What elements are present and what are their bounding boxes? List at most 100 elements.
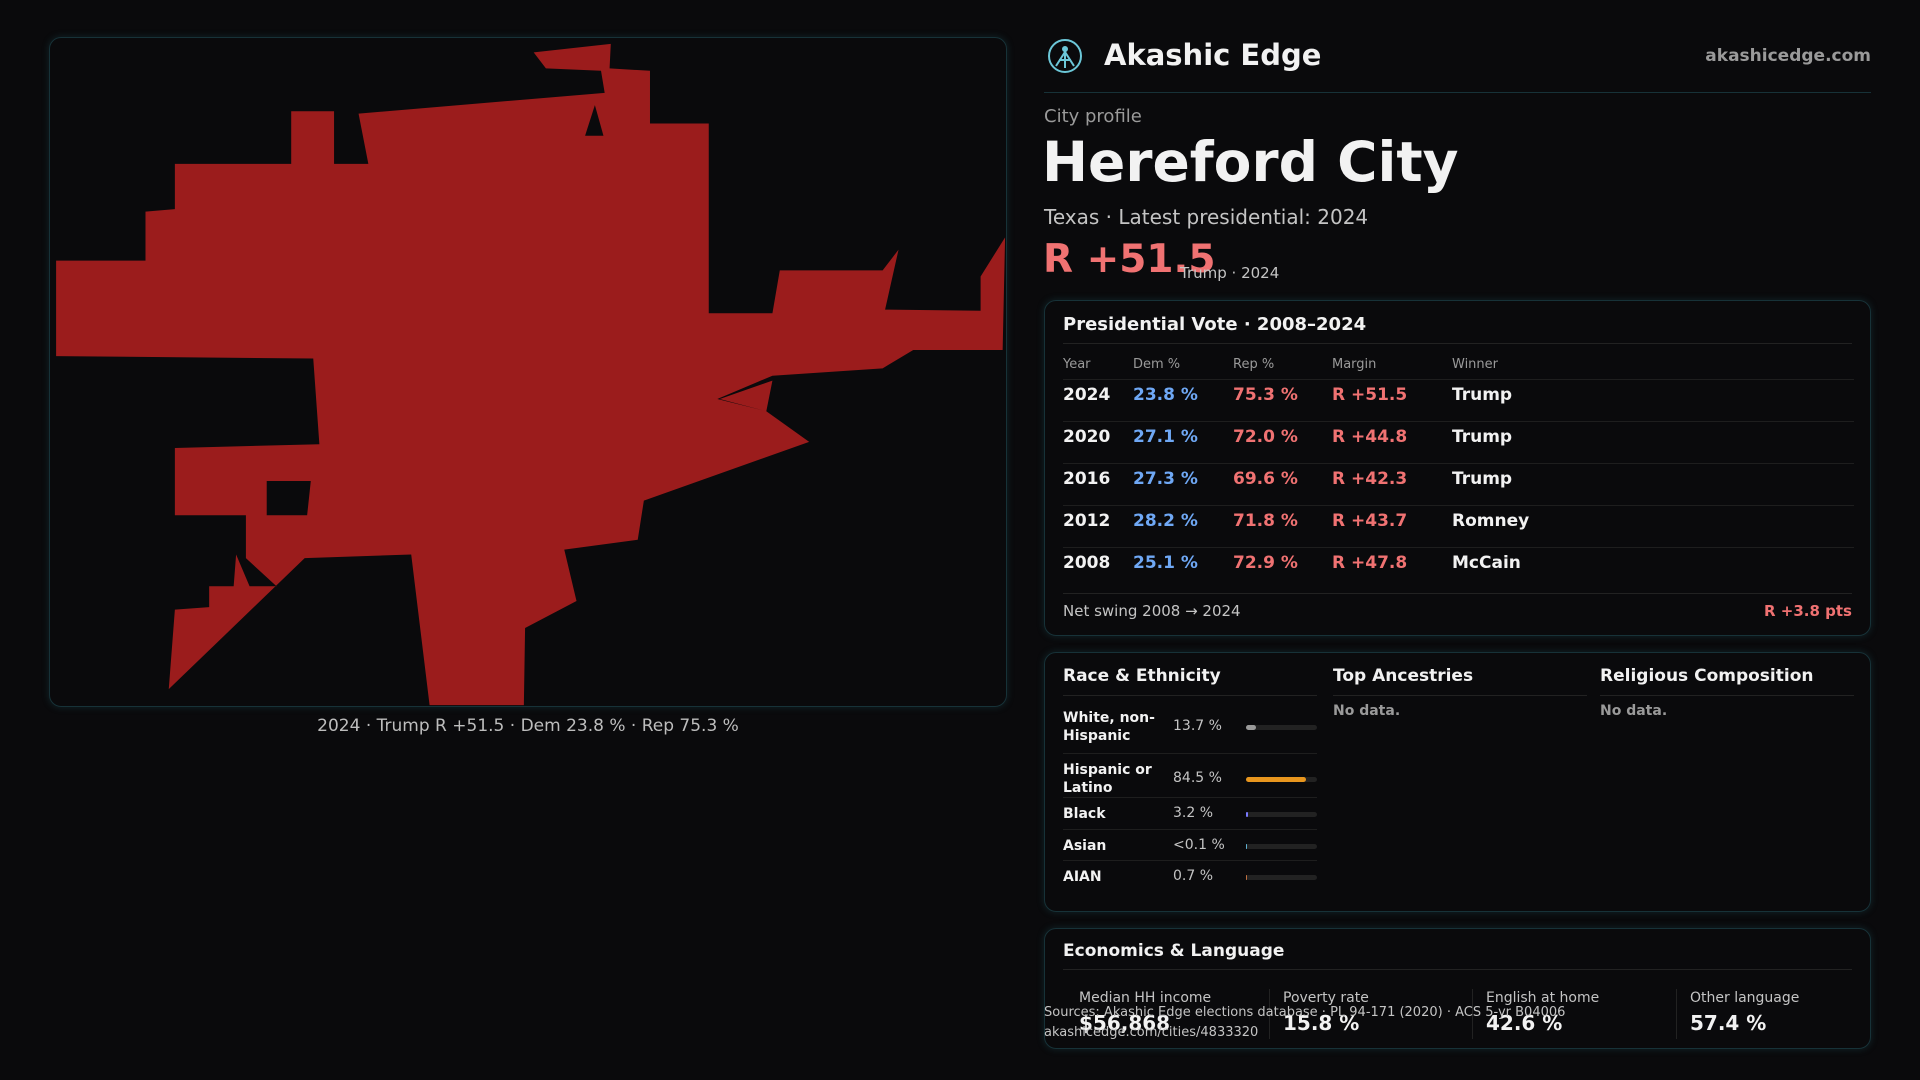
economics-panel: Economics & Language Median HH income $56… [1044,928,1871,1049]
cell: 28.2 % [1133,511,1198,531]
cell: Trump [1452,469,1513,489]
cell: R +44.8 [1332,427,1408,447]
cell: McCain [1452,553,1521,573]
cell: 23.8 % [1133,385,1198,405]
cell: 27.3 % [1133,469,1198,489]
panel-title: Presidential Vote · 2008–2024 [1063,314,1367,335]
race-value: <0.1 % [1173,837,1225,853]
subtitle: Texas · Latest presidential: 2024 [1044,205,1369,229]
cell: 2020 [1063,427,1111,447]
stat-label: Median HH income [1079,990,1212,1006]
map [56,43,1006,706]
stat-label: Other language [1690,990,1800,1006]
bar-track [1246,875,1317,880]
stat-value: 15.8 % [1283,1011,1360,1035]
column-header: Rep % [1233,357,1275,372]
cell: Romney [1452,511,1530,531]
row-divider [1063,505,1854,506]
column-header: Margin [1332,357,1377,372]
race-value: 0.7 % [1173,868,1214,884]
swing-label: Net swing 2008 → 2024 [1063,602,1241,620]
bar-track [1246,844,1317,849]
race-bar [1246,844,1247,849]
margin: R +51.5 [1043,237,1216,282]
cell: R +47.8 [1332,553,1408,573]
cell: Trump [1452,385,1513,405]
panel-title: Top Ancestries [1333,666,1474,686]
divider [1333,695,1587,696]
race-value: 3.2 % [1173,805,1214,821]
race-bar [1246,812,1249,817]
swing-value: R +3.8 pts [1764,602,1852,620]
race-label: White, non-Hispanic [1063,710,1155,744]
row-divider [1063,463,1854,464]
panel-title: Race & Ethnicity [1063,666,1221,686]
race-label: Hispanic or Latino [1063,762,1152,796]
cell: 2012 [1063,511,1111,531]
stat-value: 57.4 % [1690,1011,1767,1035]
row-divider [1063,860,1317,861]
row-divider [1063,797,1317,798]
row-divider [1063,547,1854,548]
cell: 69.6 % [1233,469,1298,489]
race-bar [1246,777,1306,782]
panel-title: Religious Composition [1600,666,1814,686]
column-header: Dem % [1133,357,1181,372]
city-boundary [56,43,1006,706]
divider [1600,695,1854,696]
divider [1044,92,1871,93]
cell: 72.0 % [1233,427,1298,447]
cell: 75.3 % [1233,385,1298,405]
race-bar [1246,725,1256,730]
race-label: Asian [1063,838,1107,854]
cell: R +42.3 [1332,469,1408,489]
cell: 25.1 % [1133,553,1198,573]
row-divider [1063,753,1317,754]
row-divider [1063,421,1854,422]
row-divider [1063,379,1854,380]
race-value: 84.5 % [1173,770,1222,786]
column-header: Winner [1452,357,1499,372]
divider [1063,969,1852,970]
cell: R +43.7 [1332,511,1408,531]
stat-label: English at home [1486,990,1600,1006]
race-value: 13.7 % [1173,718,1222,734]
cell: 72.9 % [1233,553,1298,573]
empty-note: No data. [1600,703,1668,719]
demographics-panel: Race & Ethnicity White, non-Hispanic 13.7… [1044,652,1871,912]
race-label: AIAN [1063,869,1102,885]
bar-track [1246,812,1317,817]
panel-title: Economics & Language [1063,941,1285,961]
source-text: Sources: Akashic Edge elections database… [1044,1005,1566,1020]
divider [1063,593,1852,594]
race-label: Black [1063,806,1106,822]
cell: 27.1 % [1133,427,1198,447]
stat-label: Poverty rate [1283,990,1369,1006]
bar-track [1246,777,1317,782]
vote-panel: Presidential Vote · 2008–2024 Year Dem % R… [1044,300,1871,636]
kicker: City profile [1044,106,1142,127]
stat-value: $56,868 [1079,1011,1171,1035]
empty-note: No data. [1333,703,1401,719]
divider [1063,695,1317,696]
row-divider [1063,829,1317,830]
site-link[interactable]: akashicedge.com [1705,46,1871,66]
map-panel [49,37,1007,707]
brand: Akashic Edge [1104,38,1322,72]
city-name: Hereford City [1042,130,1459,194]
logo [1048,39,1082,73]
cell: 71.8 % [1233,511,1298,531]
divider [1063,343,1852,344]
race-bar [1246,875,1247,880]
stat-divider [1676,989,1677,1039]
cell: 2016 [1063,469,1111,489]
cell: Trump [1452,427,1513,447]
stat-divider [1269,989,1270,1039]
cell: R +51.5 [1332,385,1408,405]
source-link[interactable]: akashicedge.com/cities/4833320 [1044,1025,1259,1040]
bar-track [1246,725,1317,730]
cell: 2008 [1063,553,1111,573]
stat-divider [1472,989,1473,1039]
